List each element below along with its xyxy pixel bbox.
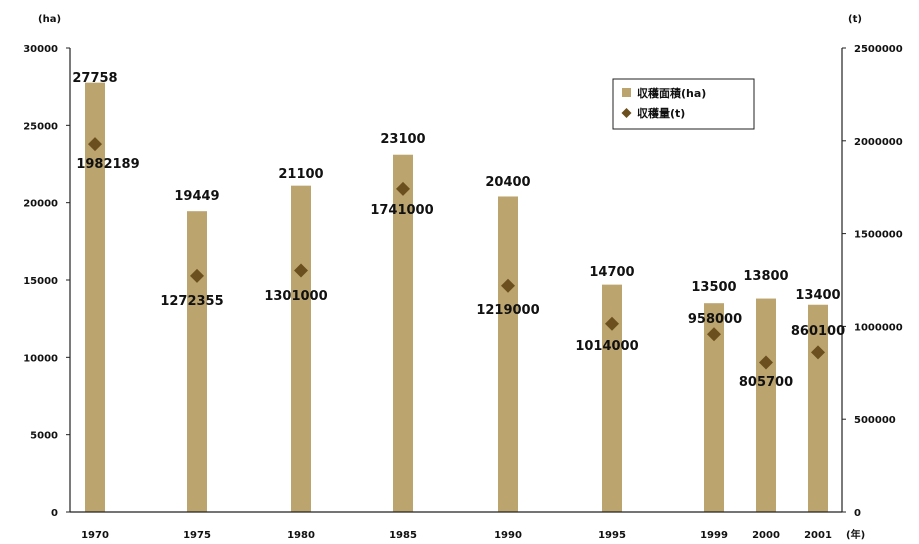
x-tick-label: 1999 xyxy=(700,530,728,541)
bar-value-label: 20400 xyxy=(485,175,530,190)
x-tick-label: 1995 xyxy=(598,530,626,541)
marker-value-label: 1014000 xyxy=(575,339,638,354)
bar-value-label: 14700 xyxy=(589,265,634,280)
x-tick-label: 1985 xyxy=(389,530,417,541)
bar-value-label: 13500 xyxy=(691,280,736,295)
bar-value-label: 13400 xyxy=(795,288,840,303)
marker-value-label: 860100 xyxy=(791,324,845,339)
left-tick-label: 10000 xyxy=(23,353,58,364)
marker-value-label: 1301000 xyxy=(264,289,327,304)
x-axis-unit: (年) xyxy=(846,528,865,541)
bar-1999 xyxy=(704,303,724,512)
bar-series xyxy=(85,82,828,513)
left-tick-label: 0 xyxy=(51,508,58,519)
bar-1980 xyxy=(291,185,311,513)
bar-1995 xyxy=(602,284,622,512)
legend-bar-label: 収穫面積(ha) xyxy=(637,86,706,100)
x-tick-label: 1975 xyxy=(183,530,211,541)
x-tick-label: 1970 xyxy=(81,530,109,541)
bar-1975 xyxy=(187,211,207,513)
left-tick-label: 20000 xyxy=(23,199,58,210)
bar-1985 xyxy=(393,154,413,512)
x-tick-label: 1990 xyxy=(494,530,522,541)
data-labels: 27758 19449 21100 23100 20400 14700 13500 13800… xyxy=(72,71,845,390)
legend-bar-swatch xyxy=(622,88,631,97)
right-tick-label: 0 xyxy=(854,508,861,519)
marker-value-label: 1741000 xyxy=(370,203,433,218)
legend: 収穫面積(ha) 収穫量(t) xyxy=(612,78,755,130)
marker-1999 xyxy=(707,327,721,342)
right-tick-label: 2000000 xyxy=(854,137,903,148)
bar-2000 xyxy=(756,298,776,512)
marker-1990 xyxy=(501,278,515,293)
marker-value-label: 805700 xyxy=(739,375,793,390)
marker-1995 xyxy=(605,316,619,331)
right-tick-label: 500000 xyxy=(854,415,896,426)
left-axis-unit: (ha) xyxy=(38,14,61,25)
bar-value-label: 19449 xyxy=(174,189,219,204)
right-tick-label: 1500000 xyxy=(854,230,903,241)
left-tick-label: 15000 xyxy=(23,276,58,287)
bar-value-label: 21100 xyxy=(278,167,323,182)
legend-marker-swatch xyxy=(621,108,632,118)
right-tick-label: 2500000 xyxy=(854,44,903,55)
left-tick-label: 25000 xyxy=(23,121,58,132)
marker-2001 xyxy=(811,345,825,360)
marker-1975 xyxy=(190,268,204,283)
marker-value-label: 1272355 xyxy=(160,294,223,309)
marker-value-label: 1219000 xyxy=(476,303,539,318)
bar-1970 xyxy=(85,82,105,512)
marker-2000 xyxy=(759,355,773,370)
marker-series xyxy=(88,137,825,370)
marker-value-label: 958000 xyxy=(688,312,742,327)
right-axis-unit: (t) xyxy=(848,14,862,25)
bar-value-label: 27758 xyxy=(72,71,117,86)
bar-1990 xyxy=(498,196,518,513)
legend-marker-label: 収穫量(t) xyxy=(637,106,685,120)
marker-1970 xyxy=(88,137,102,152)
marker-value-label: 1982189 xyxy=(76,157,139,172)
bar-value-label: 23100 xyxy=(380,132,425,147)
bar-2001 xyxy=(808,304,828,512)
x-tick-label: 2001 xyxy=(804,530,832,541)
axes: 0 5000 10000 15000 20000 25000 30000 0 500000 100… xyxy=(23,14,903,541)
bar-value-label: 13800 xyxy=(743,269,788,284)
x-tick-label: 2000 xyxy=(752,530,780,541)
right-tick-label: 1000000 xyxy=(854,322,903,333)
legend-box xyxy=(612,78,755,130)
x-tick-label: 1980 xyxy=(287,530,315,541)
left-tick-label: 30000 xyxy=(23,44,58,55)
marker-1985 xyxy=(396,181,410,196)
marker-1980 xyxy=(294,263,308,278)
left-tick-label: 5000 xyxy=(30,431,58,442)
